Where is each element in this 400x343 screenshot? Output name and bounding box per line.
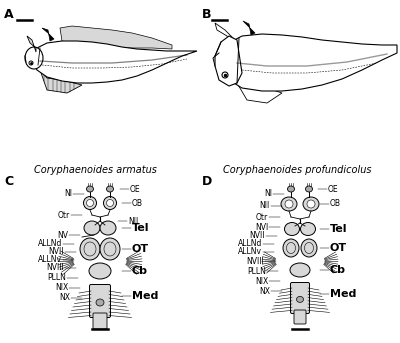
Ellipse shape xyxy=(84,221,100,235)
Ellipse shape xyxy=(290,263,310,277)
Polygon shape xyxy=(42,28,54,41)
Text: ALLNd: ALLNd xyxy=(38,239,62,248)
Polygon shape xyxy=(215,36,242,86)
Text: NI: NI xyxy=(264,189,272,199)
Text: NVIII: NVIII xyxy=(46,263,64,272)
Ellipse shape xyxy=(96,299,104,306)
Ellipse shape xyxy=(296,296,304,303)
Text: OB: OB xyxy=(132,199,143,208)
Ellipse shape xyxy=(25,47,43,69)
Text: NII: NII xyxy=(260,201,270,211)
Text: Tel: Tel xyxy=(132,223,150,233)
Polygon shape xyxy=(237,83,282,103)
Text: NII: NII xyxy=(128,216,138,225)
Text: NIX: NIX xyxy=(255,276,268,285)
Ellipse shape xyxy=(104,197,116,210)
Text: NVI: NVI xyxy=(255,223,268,232)
Ellipse shape xyxy=(84,197,96,210)
Text: Med: Med xyxy=(330,289,356,299)
Text: B: B xyxy=(202,8,212,21)
Ellipse shape xyxy=(80,238,100,260)
Ellipse shape xyxy=(306,186,312,192)
Polygon shape xyxy=(60,26,172,49)
Text: ALLNv: ALLNv xyxy=(238,248,262,257)
Text: Coryphaenoides profundicolus: Coryphaenoides profundicolus xyxy=(223,165,371,175)
Ellipse shape xyxy=(300,223,316,236)
Polygon shape xyxy=(243,21,255,35)
Ellipse shape xyxy=(100,238,120,260)
FancyBboxPatch shape xyxy=(290,283,310,314)
Ellipse shape xyxy=(89,263,111,279)
Text: Tel: Tel xyxy=(330,224,348,234)
Text: Otr: Otr xyxy=(58,211,70,220)
Text: OB: OB xyxy=(330,200,341,209)
Text: ALLNv: ALLNv xyxy=(38,256,62,264)
Text: Cb: Cb xyxy=(132,266,148,276)
Text: NX: NX xyxy=(59,294,70,303)
Ellipse shape xyxy=(29,61,33,65)
Text: Cb: Cb xyxy=(330,265,346,275)
Ellipse shape xyxy=(100,221,116,235)
Ellipse shape xyxy=(86,200,94,206)
Ellipse shape xyxy=(307,200,315,208)
Ellipse shape xyxy=(283,239,299,257)
Text: NVII: NVII xyxy=(250,232,265,240)
Ellipse shape xyxy=(285,200,293,208)
Text: OT: OT xyxy=(132,244,149,254)
Ellipse shape xyxy=(222,72,228,78)
Text: OE: OE xyxy=(130,185,141,193)
Polygon shape xyxy=(27,36,36,52)
Text: Coryphaenoides armatus: Coryphaenoides armatus xyxy=(34,165,156,175)
FancyBboxPatch shape xyxy=(93,313,107,329)
Text: NI: NI xyxy=(64,189,72,199)
Text: ALLNd: ALLNd xyxy=(238,239,262,248)
Text: PLLN: PLLN xyxy=(47,273,66,283)
Text: NIX: NIX xyxy=(55,284,68,293)
Text: NX: NX xyxy=(259,286,270,296)
FancyBboxPatch shape xyxy=(294,310,306,324)
Ellipse shape xyxy=(281,197,297,211)
Ellipse shape xyxy=(301,239,317,257)
Text: OE: OE xyxy=(328,185,339,193)
Text: A: A xyxy=(4,8,14,21)
Text: D: D xyxy=(202,175,212,188)
Ellipse shape xyxy=(86,186,94,192)
Ellipse shape xyxy=(303,197,319,211)
Text: NVII: NVII xyxy=(48,248,64,257)
Text: OT: OT xyxy=(330,243,347,253)
Polygon shape xyxy=(222,34,397,91)
Ellipse shape xyxy=(288,186,294,192)
Text: PLLN: PLLN xyxy=(247,267,266,275)
Text: NV: NV xyxy=(57,230,68,239)
Text: NVIII: NVIII xyxy=(246,257,264,265)
Text: Med: Med xyxy=(132,291,158,301)
Polygon shape xyxy=(30,41,197,83)
Text: C: C xyxy=(4,175,13,188)
Ellipse shape xyxy=(106,200,114,206)
Text: Otr: Otr xyxy=(256,213,268,222)
Polygon shape xyxy=(40,70,82,93)
Polygon shape xyxy=(215,23,235,53)
FancyBboxPatch shape xyxy=(90,284,110,318)
Ellipse shape xyxy=(106,186,114,192)
Ellipse shape xyxy=(284,223,300,236)
